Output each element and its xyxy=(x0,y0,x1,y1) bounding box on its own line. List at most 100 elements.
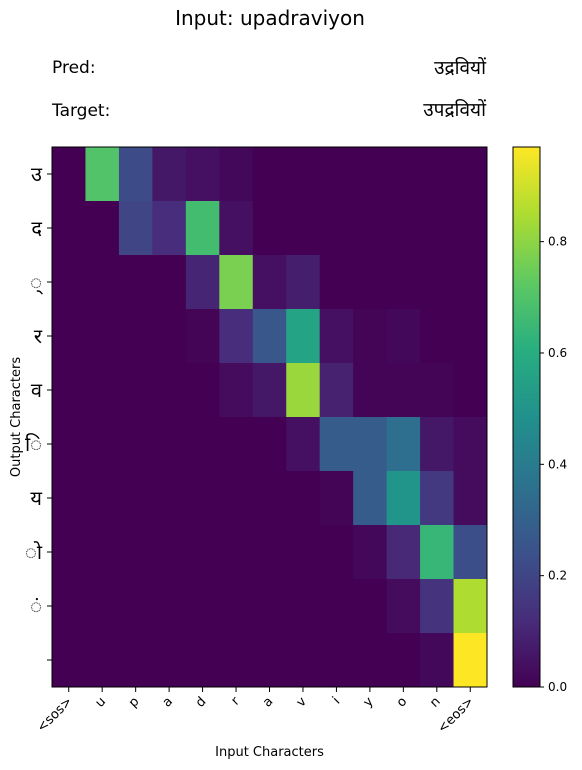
heatmap-cell xyxy=(85,579,120,634)
y-tick-label: ् xyxy=(30,270,43,295)
y-tick-label: द xyxy=(31,216,42,240)
heatmap-cell xyxy=(85,525,120,580)
heatmap-cell xyxy=(353,255,388,310)
heatmap-cell xyxy=(219,363,254,418)
heatmap-cell xyxy=(252,579,287,634)
heatmap-cell xyxy=(52,633,86,688)
heatmap-cell xyxy=(118,525,153,580)
heatmap-cell xyxy=(353,417,388,472)
colorbar-tick-label: 0.0 xyxy=(548,680,567,694)
heatmap-cell xyxy=(319,201,354,256)
heatmap-cell xyxy=(152,633,187,688)
heatmap-cell xyxy=(219,201,254,256)
heatmap-cell xyxy=(386,201,421,256)
heatmap-cell xyxy=(386,525,421,580)
heatmap-cell xyxy=(85,417,120,472)
heatmap-cell xyxy=(420,201,455,256)
heatmap-cell xyxy=(420,255,455,310)
heatmap-cell xyxy=(52,525,86,580)
pred-label: Pred: xyxy=(52,58,96,78)
heatmap-cell xyxy=(118,309,153,364)
x-tick-label: a xyxy=(160,694,176,710)
heatmap-cell xyxy=(152,255,187,310)
y-tick-label: ि xyxy=(25,432,42,456)
colorbar-tick-label: 0.8 xyxy=(548,235,567,249)
heatmap-cell xyxy=(85,309,120,364)
heatmap-cell xyxy=(252,525,287,580)
heatmap-cell xyxy=(386,417,421,472)
heatmap-cell xyxy=(420,417,455,472)
heatmap-cell xyxy=(118,417,153,472)
heatmap-cell xyxy=(118,255,153,310)
heatmap-cell xyxy=(118,471,153,526)
heatmap-cell xyxy=(453,255,488,310)
heatmap-cell xyxy=(286,525,321,580)
heatmap-cell xyxy=(118,579,153,634)
y-tick-label: व xyxy=(31,378,43,402)
heatmap-cell xyxy=(85,201,120,256)
x-tick-label: i xyxy=(330,694,343,707)
y-tick-label: ो xyxy=(25,540,43,564)
heatmap-cell xyxy=(453,417,488,472)
colorbar-ticks: 0.0 0.2 0.4 0.6 0.8 xyxy=(540,235,567,694)
heatmap-cell xyxy=(453,309,488,364)
heatmap-cell xyxy=(453,201,488,256)
heatmap-cell xyxy=(420,309,455,364)
heatmap-cell xyxy=(52,363,86,418)
heatmap-cell xyxy=(185,309,220,364)
heatmap-cell xyxy=(420,363,455,418)
heatmap-cell xyxy=(286,471,321,526)
x-tick-label: r xyxy=(228,694,243,709)
heatmap-cell xyxy=(286,147,321,202)
heatmap-cell xyxy=(420,525,455,580)
target-value: उपद्रवियों xyxy=(423,99,486,121)
x-axis: <sos> u p a d r a v i y o n<eos> xyxy=(34,687,477,736)
heatmap-cell xyxy=(252,633,287,688)
heatmap-cell xyxy=(453,579,488,634)
heatmap-cell xyxy=(286,201,321,256)
x-tick-label: p xyxy=(126,694,142,710)
target-label: Target: xyxy=(52,101,111,121)
heatmap-cell xyxy=(118,363,153,418)
heatmap-cell xyxy=(185,363,220,418)
heatmap-cell xyxy=(219,255,254,310)
heatmap-cell xyxy=(152,417,187,472)
heatmap-cell xyxy=(319,363,354,418)
heatmap-cell xyxy=(118,201,153,256)
y-tick-label: र xyxy=(34,324,43,348)
heatmap-cell xyxy=(219,147,254,202)
heatmap-cell xyxy=(152,147,187,202)
heatmap-cell xyxy=(420,147,455,202)
heatmap-cell xyxy=(152,471,187,526)
colorbar xyxy=(512,146,541,688)
heatmap-cell xyxy=(52,471,86,526)
heatmap-cell xyxy=(353,579,388,634)
heatmap-cell xyxy=(353,471,388,526)
y-axis: उ द् र वि यों xyxy=(25,162,52,661)
heatmap-cell xyxy=(252,147,287,202)
x-tick-label: y xyxy=(361,694,377,710)
heatmap-cell xyxy=(319,255,354,310)
colorbar-tick-label: 0.4 xyxy=(548,457,567,471)
heatmap-cell xyxy=(286,363,321,418)
heatmap-cell xyxy=(52,255,86,310)
heatmap-cell xyxy=(219,309,254,364)
heatmap-cell xyxy=(152,363,187,418)
heatmap-cell xyxy=(152,309,187,364)
heatmap-cell xyxy=(319,147,354,202)
heatmap-cell xyxy=(386,633,421,688)
heatmap-cell xyxy=(219,633,254,688)
heatmap-cell xyxy=(386,363,421,418)
heatmap-cell xyxy=(85,471,120,526)
heatmap-cell xyxy=(85,633,120,688)
x-tick-label: v xyxy=(294,694,310,710)
heatmap-cell xyxy=(319,525,354,580)
heatmap-cell xyxy=(420,471,455,526)
heatmap-cell xyxy=(118,147,153,202)
y-axis-title: Output Characters xyxy=(9,357,24,477)
heatmap-cell xyxy=(353,363,388,418)
heatmap-cell xyxy=(152,201,187,256)
heatmap-cell xyxy=(185,471,220,526)
heatmap-cell xyxy=(219,579,254,634)
